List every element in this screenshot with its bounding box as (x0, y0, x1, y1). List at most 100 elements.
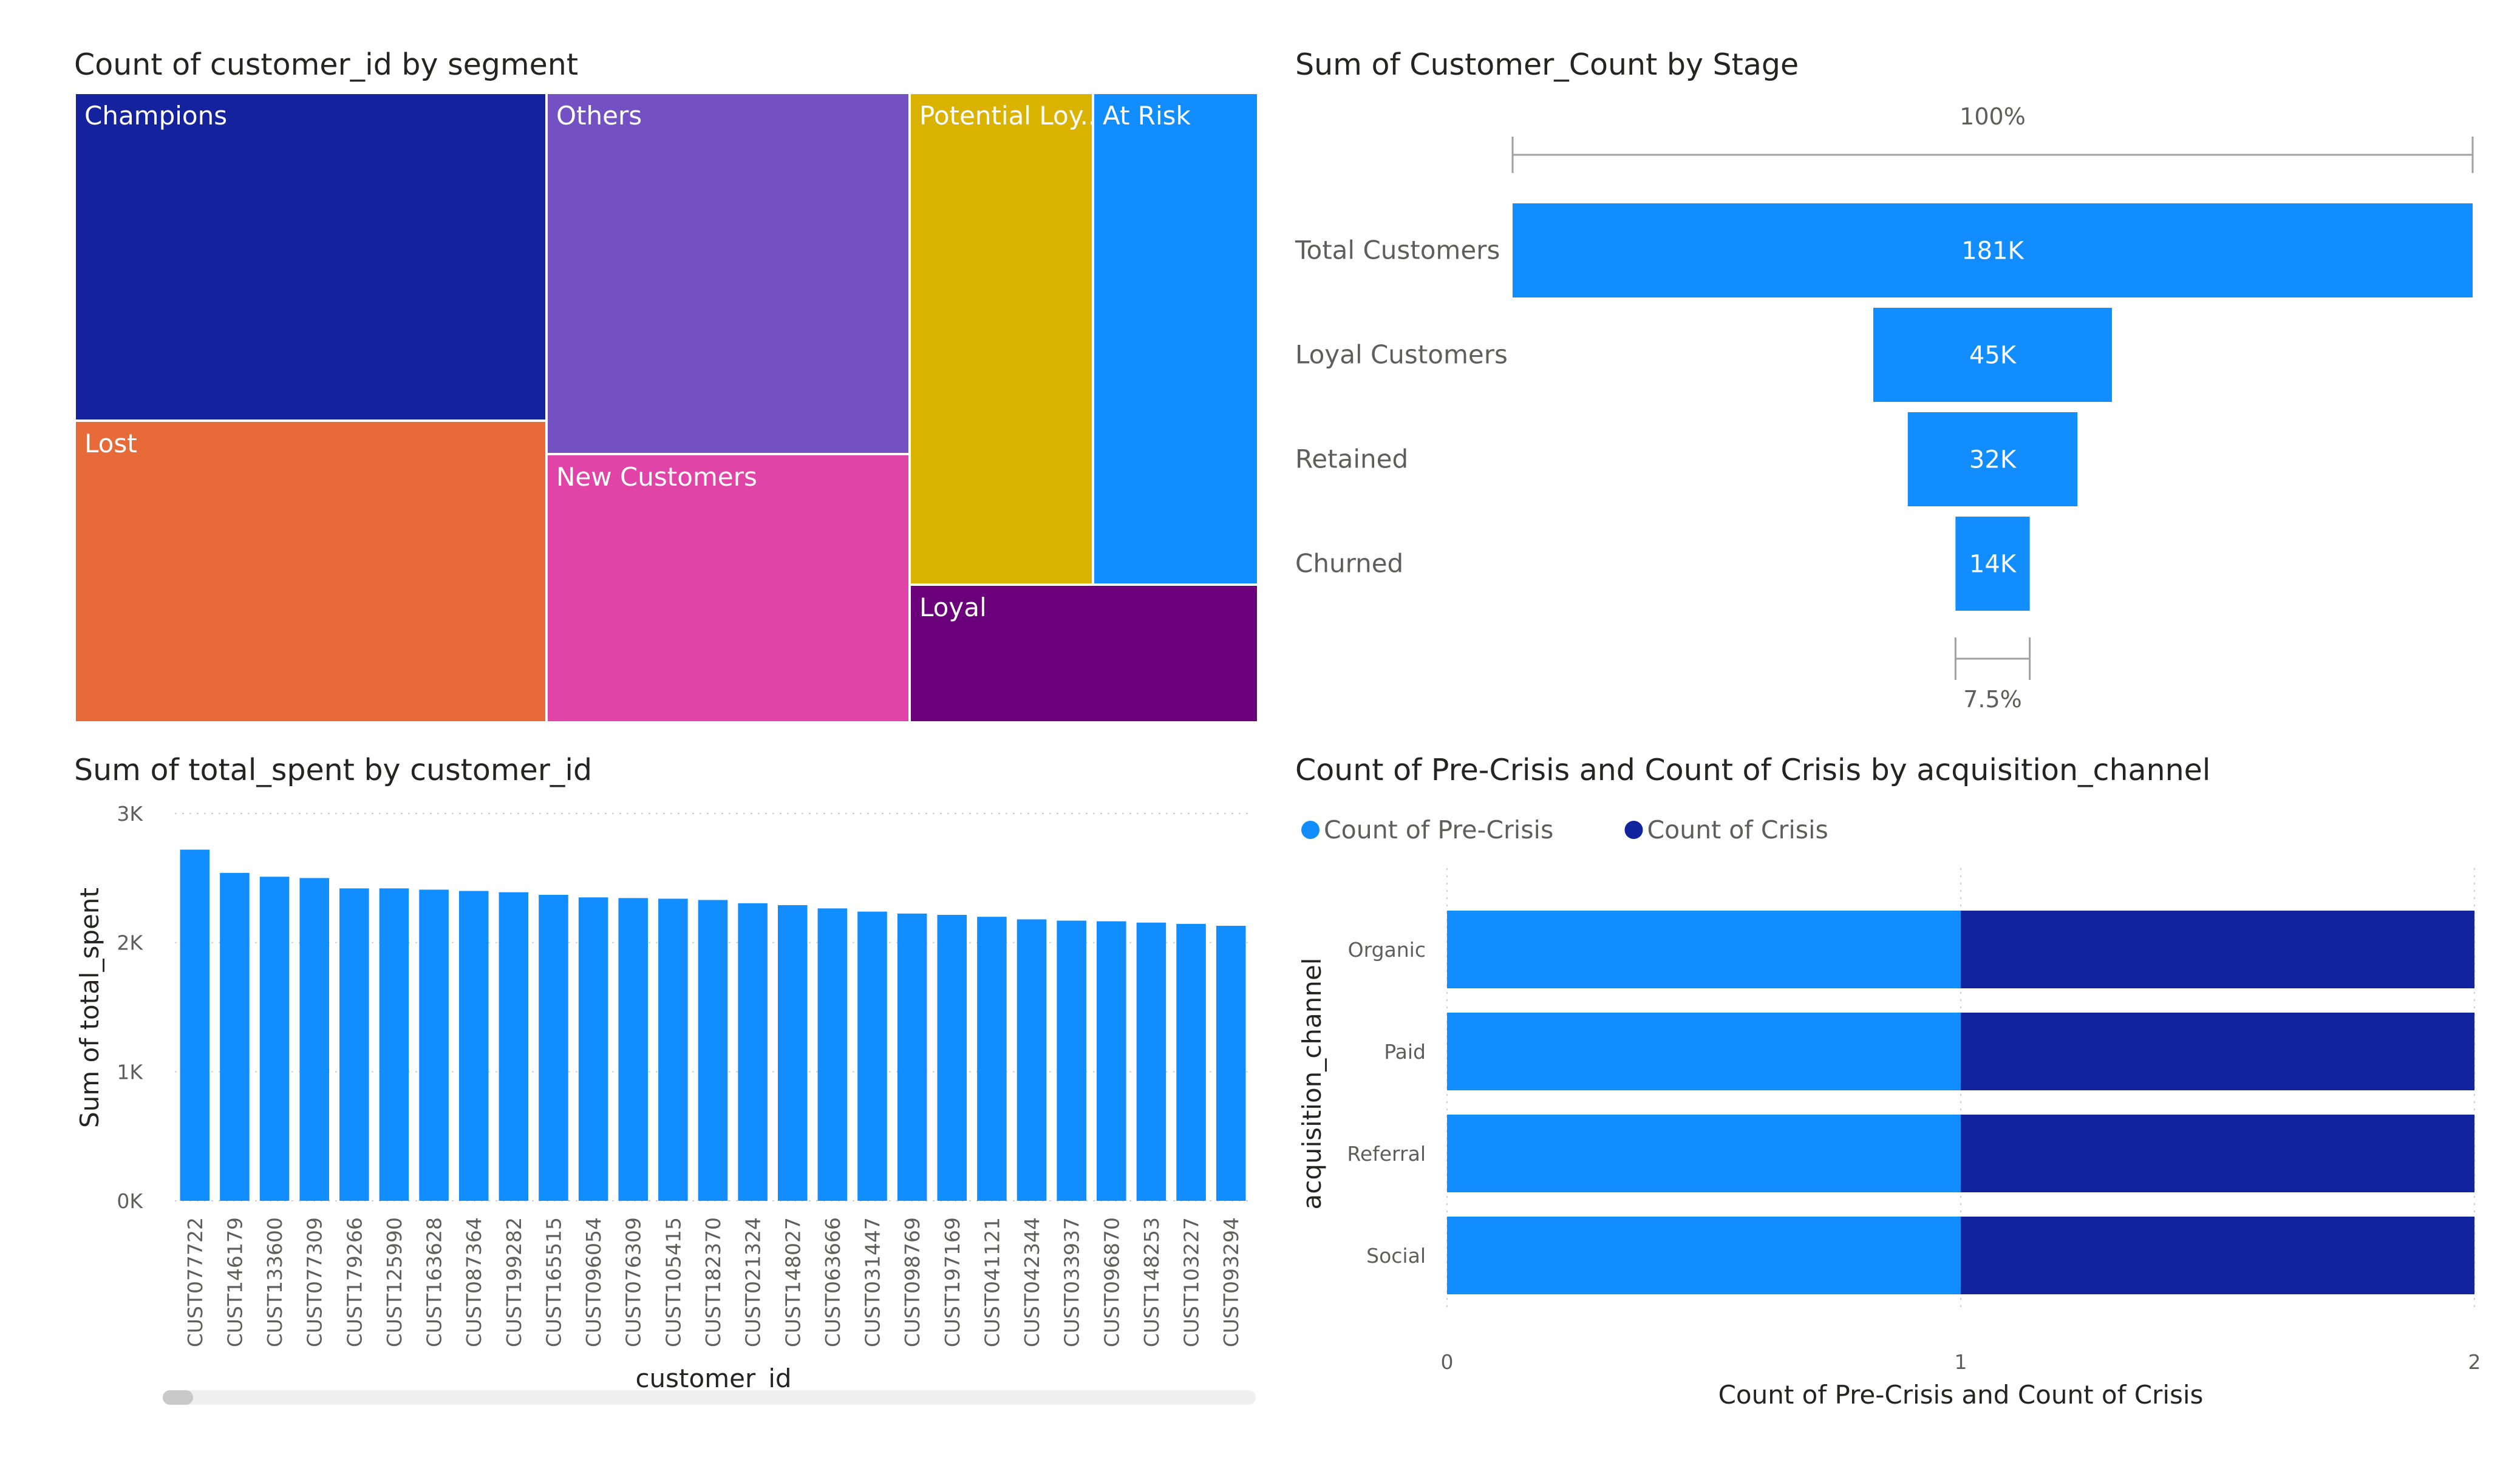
column-x-tick: CUST093294 (1219, 1217, 1243, 1347)
column-x-tick: CUST182370 (701, 1217, 725, 1347)
legend-marker-count-of-pre-crisis (1301, 821, 1320, 839)
column-bar[interactable] (977, 917, 1007, 1201)
treemap-tile-others[interactable] (545, 92, 911, 455)
column-bar[interactable] (937, 914, 967, 1201)
stacked-bar-social-pre-crisis[interactable] (1447, 1217, 1961, 1294)
column-y-tick: 0K (117, 1189, 143, 1213)
column-x-axis-title: customer_id (635, 1364, 791, 1393)
column-x-tick: CUST042344 (1020, 1217, 1044, 1347)
funnel-value-loyal-customers: 45K (1969, 342, 2017, 370)
stacked-y-tick: Paid (1384, 1040, 1426, 1064)
column-bar[interactable] (299, 878, 329, 1201)
funnel-bar-total-customers[interactable] (1513, 203, 2473, 297)
column-x-tick: CUST105415 (661, 1217, 685, 1347)
treemap-label-lost: Lost (84, 429, 137, 458)
column-x-tick: CUST077309 (303, 1217, 327, 1347)
column-bar[interactable] (539, 894, 568, 1201)
stacked-y-tick: Social (1366, 1244, 1426, 1268)
treemap-tile-loyal[interactable] (908, 583, 1259, 724)
stacked-bar-referral-pre-crisis[interactable] (1447, 1115, 1961, 1192)
column-bar[interactable] (1136, 922, 1166, 1201)
legend-label-count-of-pre-crisis: Count of Pre-Crisis (1324, 815, 1553, 844)
column-bar[interactable] (777, 905, 808, 1201)
treemap-label-champions: Champions (84, 101, 227, 131)
column-x-tick: CUST076309 (622, 1217, 645, 1347)
column-x-tick: CUST125990 (383, 1217, 406, 1347)
stacked-bar-paid-crisis[interactable] (1961, 1013, 2474, 1090)
column-bar[interactable] (817, 908, 848, 1201)
stacked-bar-referral-crisis[interactable] (1961, 1115, 2474, 1192)
column-bar[interactable] (339, 888, 369, 1201)
funnel-bar-churned[interactable] (1955, 517, 2030, 611)
treemap-tile-at-risk[interactable] (1092, 92, 1259, 586)
stacked-bar-title: Count of Pre-Crisis and Count of Crisis … (1295, 753, 2211, 787)
stacked-bar-paid-pre-crisis[interactable] (1447, 1013, 1961, 1090)
stacked-bar-organic-crisis[interactable] (1961, 911, 2474, 988)
column-bar[interactable] (578, 897, 608, 1201)
column-x-tick: CUST033937 (1060, 1217, 1084, 1347)
column-chart-scrollbar[interactable] (163, 1390, 1256, 1405)
column-bar[interactable] (379, 888, 409, 1201)
column-bar[interactable] (180, 849, 210, 1201)
funnel-top-percent: 100% (1960, 103, 2026, 130)
column-chart-title: Sum of total_spent by customer_id (74, 753, 593, 787)
column-x-tick: CUST021324 (741, 1217, 765, 1347)
column-bar[interactable] (738, 903, 768, 1201)
stacked-y-axis-title: acquisition_channel (1297, 958, 1327, 1210)
legend-marker-count-of-crisis (1624, 821, 1643, 839)
funnel-title: Sum of Customer_Count by Stage (1295, 47, 1799, 82)
column-x-tick: CUST197169 (941, 1217, 964, 1347)
funnel-value-churned: 14K (1969, 551, 2017, 579)
treemap-tile-champions[interactable] (73, 92, 548, 422)
column-bar[interactable] (1097, 921, 1126, 1201)
column-bar[interactable] (1017, 919, 1047, 1201)
legend-label-count-of-crisis: Count of Crisis (1647, 815, 1828, 844)
treemap-label-loyal: Loyal (919, 593, 987, 622)
column-bar[interactable] (897, 913, 927, 1201)
column-x-tick: CUST133600 (263, 1217, 287, 1347)
stacked-x-tick: 0 (1441, 1350, 1454, 1374)
column-bar[interactable] (658, 898, 688, 1201)
column-bar[interactable] (499, 892, 529, 1201)
column-x-tick: CUST087364 (462, 1217, 486, 1347)
funnel-value-retained: 32K (1969, 446, 2017, 474)
stacked-bar-social-crisis[interactable] (1961, 1217, 2474, 1294)
column-bar[interactable] (698, 900, 728, 1201)
column-bar[interactable] (1216, 926, 1246, 1201)
treemap-label-potential-loy: Potential Loy... (919, 101, 1105, 131)
column-x-tick: CUST179266 (342, 1217, 366, 1347)
column-x-tick: CUST148253 (1140, 1217, 1163, 1347)
column-chart-scrollbar-thumb[interactable] (163, 1390, 193, 1405)
treemap-label-others: Others (556, 101, 642, 131)
column-bar[interactable] (220, 872, 250, 1201)
column-bar[interactable] (419, 889, 449, 1201)
treemap-tile-new-customers[interactable] (545, 453, 911, 724)
stacked-x-tick: 1 (1955, 1350, 1967, 1374)
treemap-title: Count of customer_id by segment (74, 47, 579, 82)
funnel-label-loyal-customers: Loyal Customers (1295, 340, 1508, 370)
stacked-bar-organic-pre-crisis[interactable] (1447, 911, 1961, 988)
column-bar[interactable] (618, 898, 649, 1201)
stacked-x-axis-title: Count of Pre-Crisis and Count of Crisis (1718, 1380, 2204, 1410)
funnel-bottom-percent: 7.5% (1963, 686, 2022, 713)
column-bar[interactable] (259, 877, 290, 1201)
column-x-tick: CUST098769 (901, 1217, 924, 1347)
column-x-tick: CUST165515 (542, 1217, 565, 1347)
column-bar[interactable] (1057, 920, 1086, 1201)
funnel-label-retained: Retained (1295, 444, 1408, 474)
column-bar[interactable] (857, 911, 887, 1201)
funnel-bar-loyal-customers[interactable] (1873, 308, 2113, 402)
column-x-tick: CUST031447 (861, 1217, 885, 1347)
column-bar[interactable] (458, 891, 489, 1201)
funnel-bar-retained[interactable] (1907, 412, 2078, 506)
column-x-tick: CUST041121 (980, 1217, 1004, 1347)
column-x-tick: CUST096870 (1100, 1217, 1123, 1347)
column-y-tick: 1K (117, 1060, 143, 1084)
column-x-tick: CUST096054 (582, 1217, 605, 1347)
funnel-label-churned: Churned (1295, 549, 1403, 579)
column-bar[interactable] (1176, 923, 1206, 1201)
